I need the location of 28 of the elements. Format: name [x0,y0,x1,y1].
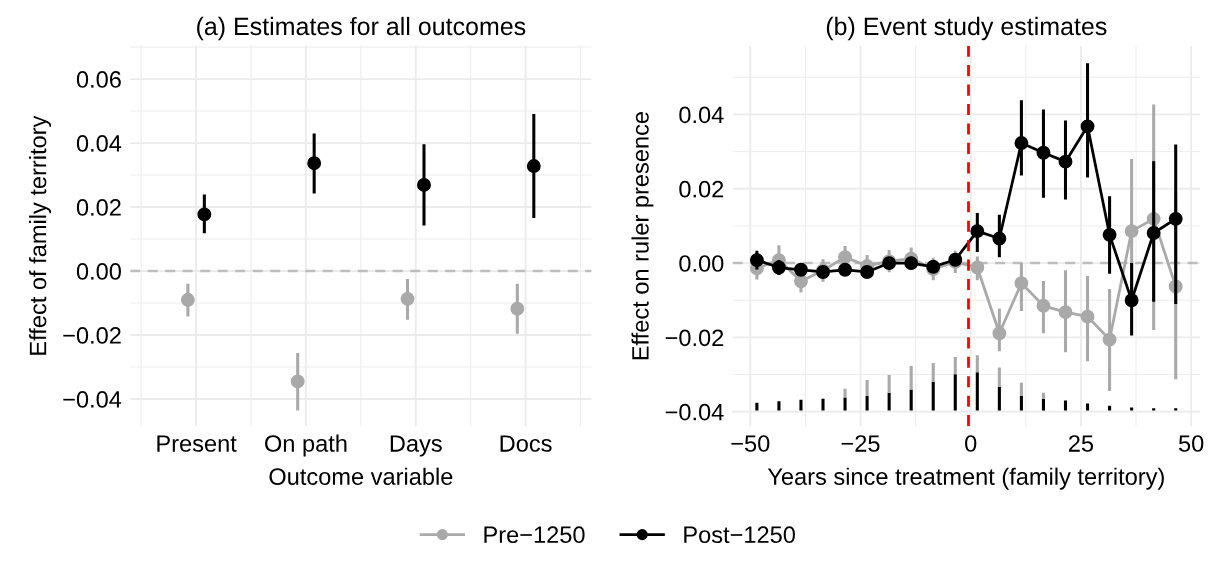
x-tick-label: −50 [731,435,770,452]
y-axis-title: Effect of family territory [29,115,52,355]
x-tick-label: Days [390,435,442,457]
y-tick-label: 0.02 [76,199,121,216]
chart-title: (b) Event study estimates [826,16,1107,41]
y-tick-label: 0.04 [679,106,724,124]
y-tick-label: 0.02 [679,180,724,198]
x-tick-label: −25 [841,435,880,452]
x-axis-title: Years since treatment (family territory) [767,467,1164,490]
y-tick-label: 0.04 [76,135,122,152]
x-tick-label: Docs [500,435,552,452]
y-axis-title: Effect on ruler presence [631,112,654,360]
x-tick-label: 0 [965,435,977,452]
y-tick-label: −0.02 [63,327,121,344]
legend-label: Pre−1250 [484,526,585,544]
y-tick-label: −0.04 [63,391,122,408]
y-tick-label: 0.06 [76,71,121,88]
x-tick-label: 25 [1068,435,1094,452]
y-tick-label: −0.04 [665,403,724,421]
y-tick-label: 0.00 [679,255,724,272]
legend-label: Post−1250 [684,526,795,544]
chart-title: (a) Estimates for all outcomes [197,16,526,41]
x-tick-label: Present [157,435,237,452]
y-tick-label: 0.00 [76,263,121,280]
y-tick-label: −0.02 [665,329,724,347]
x-axis-title: Outcome variable [269,467,453,485]
x-tick-label: On path [265,434,347,457]
x-tick-label: 50 [1178,435,1204,452]
